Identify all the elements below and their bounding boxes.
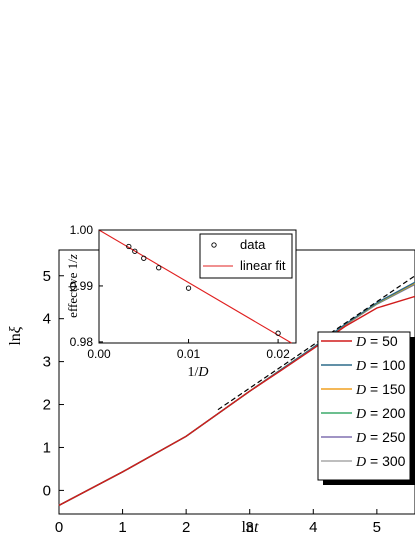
main-y-tick-label-5: 5 [43,268,51,285]
inset-series-group [98,229,292,344]
inset-x-ticks: 0.00 0.01 0.02 [87,339,290,361]
inset-data-point-5 [275,330,281,336]
main-y-ticks: 0 1 2 3 4 5 [43,268,64,499]
main-y-tick-label-4: 4 [43,311,51,328]
inset-y-tick-label-2: 1.00 [70,223,94,237]
main-legend-label-5: D = 300 [355,453,406,470]
inset-x-axis-label: 1/D [187,365,208,380]
inset-data-point-1 [132,248,138,254]
inset-legend-swatch-0 [211,242,217,248]
inset-legend-label-1: linear fit [240,258,286,273]
main-legend: D = 50 D = 100 D = 150 D = 200 D = 250 D = 30… [317,331,415,485]
main-legend-label-0: D = 50 [355,333,398,350]
main-x-ticks: 0 1 2 3 4 5 [55,509,381,536]
main-y-tick-label-2: 2 [43,397,51,414]
inset-data-point-4 [185,285,192,291]
main-y-axis-label: lnξ [7,326,24,345]
main-x-tick-label-0: 0 [55,519,63,536]
inset-fit-line [98,229,292,344]
inset-x-tick-label-1: 0.01 [177,347,201,361]
inset-legend-items: data linear fit [203,237,286,273]
main-y-tick-label-0: 0 [43,482,51,499]
main-legend-box [317,331,411,481]
inset-y-axis-label: effective 1/z [65,254,80,318]
main-y-tick-label-1: 1 [43,439,51,456]
main-x-tick-label-3: 3 [246,519,254,536]
main-plot: 0 1 2 3 4 5 0 1 2 3 4 5 lnt lnξ D = 50 D = 100 D = 1… [7,249,415,536]
inset-x-tick-label-0: 0.00 [87,347,111,361]
main-series-group [58,275,415,507]
main-legend-label-1: D = 100 [355,357,406,374]
main-x-tick-label-2: 2 [182,519,190,536]
main-series-line-0 [58,295,415,507]
main-x-tick-label-5: 5 [373,519,381,536]
main-legend-items: D = 50 D = 100 D = 150 D = 200 D = 250 D = 30… [321,333,406,470]
main-legend-label-2: D = 150 [355,381,406,398]
inset-x-tick-label-2: 0.02 [266,347,290,361]
inset-y-ticks: 0.98 0.99 1.00 [70,223,103,349]
inset-data-point-3 [156,265,162,271]
main-legend-label-3: D = 200 [355,405,406,422]
main-x-axis-label: lnt [242,519,259,536]
main-y-tick-label-3: 3 [43,354,51,371]
main-x-tick-label-1: 1 [118,519,126,536]
inset-legend: data linear fit [199,233,293,279]
inset-legend-label-0: data [240,237,266,252]
inset-legend-box [199,233,293,279]
main-x-tick-label-4: 4 [309,519,317,536]
inset-data-point-2 [141,255,147,261]
inset-plot: 0.00 0.01 0.02 0.98 0.99 1.00 1/D effective … [65,223,297,380]
main-legend-label-4: D = 250 [355,429,406,446]
inset-data-point-0 [126,243,132,250]
inset-y-tick-label-0: 0.98 [70,335,94,349]
inset-y-tick-label-1: 0.99 [70,279,94,293]
